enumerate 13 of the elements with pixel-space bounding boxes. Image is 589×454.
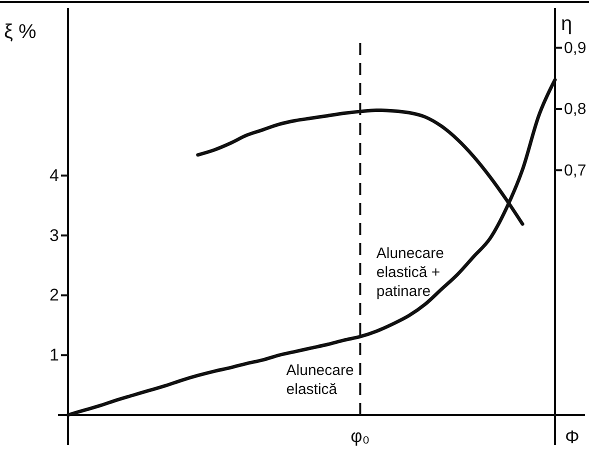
y2-tick-label: 0,8 [564,101,586,118]
x-tick-label: φ₀ [350,426,370,446]
annotation: Alunecare elastică + patinare [376,245,444,300]
annotation: Alunecare elastică [286,362,354,398]
y2-tick-label: 0,9 [564,40,586,57]
y2-axis-title: η [561,13,572,35]
y-tick-label: 2 [50,286,59,305]
y2-tick-label: 0,7 [564,162,586,180]
y-tick-label: 4 [50,166,59,186]
y-axis-title: ξ % [4,21,37,43]
x-axis-title: Φ [565,427,580,447]
y-tick-label: 3 [50,226,59,245]
y-tick-label: 1 [50,346,59,365]
